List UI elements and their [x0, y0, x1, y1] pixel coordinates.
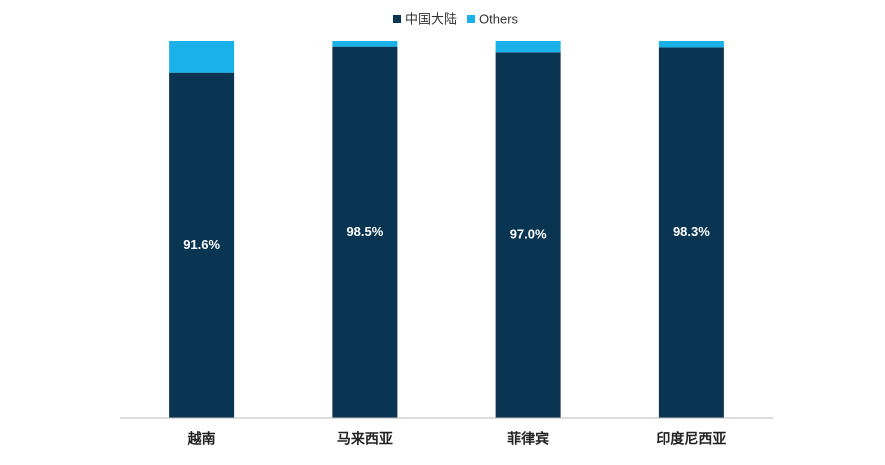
bar-segment	[658, 47, 724, 419]
x-tick-label: 菲律宾	[507, 431, 549, 447]
bar-segment	[495, 41, 561, 53]
legend-label: 中国大陆	[405, 11, 457, 26]
bar-segment	[495, 52, 561, 419]
legend: 中国大陆 Others	[393, 11, 519, 26]
legend-label: Others	[479, 11, 519, 26]
x-tick-label: 印度尼西亚	[656, 431, 726, 447]
bar-segment	[332, 41, 398, 47]
value-label: 97.0%	[510, 227, 547, 242]
value-label: 98.3%	[673, 224, 710, 239]
value-label: 98.5%	[346, 224, 383, 239]
bar-segment	[169, 72, 235, 418]
bar-segment	[169, 41, 235, 73]
legend-marker	[393, 15, 401, 23]
legend-marker	[467, 15, 476, 23]
bar-segment	[332, 46, 398, 418]
x-tick-label: 马来西亚	[337, 431, 393, 447]
x-tick-label: 越南	[187, 431, 216, 447]
bar-segment	[658, 41, 724, 48]
value-label: 91.6%	[183, 237, 220, 252]
